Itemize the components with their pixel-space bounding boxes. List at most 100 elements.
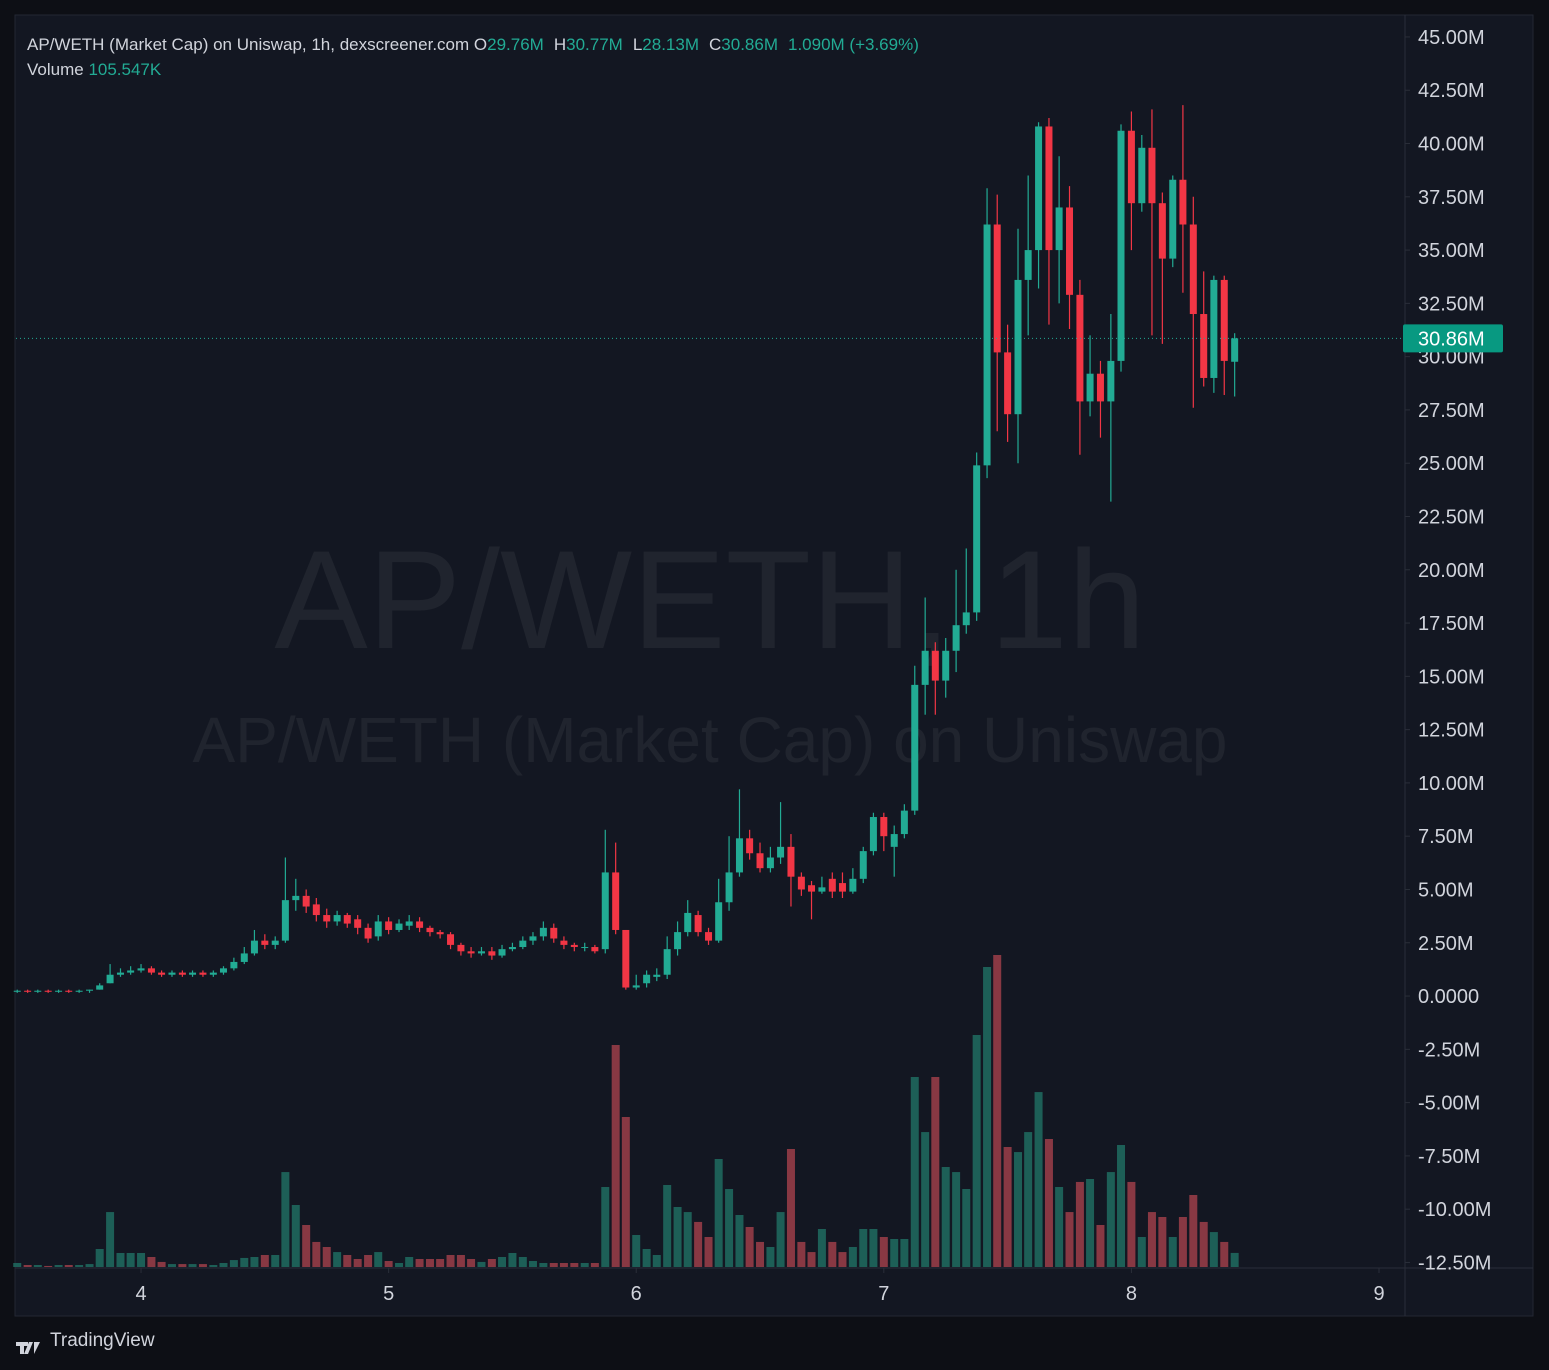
candle-body xyxy=(374,921,382,937)
watermark-symbol: AP/WETH, 1h xyxy=(274,521,1145,678)
candle-body xyxy=(189,972,197,975)
y-tick-label: 17.50M xyxy=(1418,613,1485,635)
footer-brand[interactable]: TradingView xyxy=(50,1330,155,1351)
volume-bar xyxy=(890,1239,899,1267)
candle-body xyxy=(828,878,836,892)
chart-panel xyxy=(14,14,1534,1317)
volume-bar xyxy=(559,1263,568,1267)
legend-header: AP/WETH (Market Cap) on Uniswap, 1h, dex… xyxy=(27,32,929,82)
volume-bar xyxy=(848,1247,857,1267)
candle-body xyxy=(663,949,671,975)
volume-bar xyxy=(766,1247,775,1267)
candle-body xyxy=(983,224,991,466)
volume-bar xyxy=(900,1239,909,1267)
candle-body xyxy=(13,990,21,992)
candle-body xyxy=(488,951,496,956)
volume-bar xyxy=(652,1255,661,1267)
candle-body xyxy=(1066,207,1074,295)
volume-label: Volume xyxy=(27,60,84,79)
y-tick-label: 35.00M xyxy=(1418,240,1485,262)
candle-body xyxy=(581,947,589,949)
volume-bar xyxy=(838,1252,847,1267)
candle-body xyxy=(890,834,898,847)
volume-bar xyxy=(776,1212,785,1267)
volume-bar xyxy=(972,1035,981,1267)
candle-body xyxy=(209,972,217,975)
volume-bar xyxy=(23,1265,32,1267)
change: 1.090M (+3.69%) xyxy=(787,35,919,54)
candle-body xyxy=(1045,126,1053,251)
volume-bar xyxy=(198,1264,207,1267)
candle-body xyxy=(900,810,908,835)
volume-value: 105.547K xyxy=(88,60,162,79)
candle-body xyxy=(869,817,877,852)
volume-bar xyxy=(817,1229,826,1267)
y-tick-label: -12.50M xyxy=(1418,1252,1491,1274)
volume-bar xyxy=(1137,1237,1146,1267)
volume-bar xyxy=(1220,1241,1229,1267)
volume-bar xyxy=(1178,1217,1187,1267)
volume-bar xyxy=(436,1259,445,1267)
volume-bar xyxy=(1106,1172,1115,1267)
volume-bar xyxy=(590,1263,599,1267)
candle-body xyxy=(1076,294,1084,402)
volume-bar xyxy=(714,1159,723,1267)
y-tick-label: -10.00M xyxy=(1418,1199,1491,1221)
candle-body xyxy=(931,650,939,681)
volume-bar xyxy=(126,1253,135,1267)
volume-bar xyxy=(694,1221,703,1267)
ohlc-key: H xyxy=(553,35,567,54)
candle-body xyxy=(127,970,135,973)
volume-bar xyxy=(333,1252,342,1267)
volume-bar xyxy=(910,1077,919,1267)
candle-body xyxy=(395,923,403,930)
volume-bar xyxy=(1034,1092,1043,1267)
candle-body xyxy=(1200,314,1208,378)
candle-body xyxy=(333,915,341,922)
volume-bar xyxy=(405,1257,414,1267)
volume-bar xyxy=(611,1045,620,1267)
candle-body xyxy=(684,912,692,933)
volume-bar xyxy=(632,1235,641,1267)
ohlc-value: 30.77M xyxy=(566,35,623,54)
candle-body xyxy=(1055,207,1063,251)
candle-body xyxy=(911,684,919,811)
candle-body xyxy=(426,927,434,933)
candle-body xyxy=(1096,373,1104,402)
candle-body xyxy=(705,932,713,941)
candle-body xyxy=(106,974,114,984)
candle-body xyxy=(1169,179,1177,259)
volume-bar xyxy=(487,1259,496,1267)
volume-bar xyxy=(343,1255,352,1267)
y-tick-label: 27.50M xyxy=(1418,400,1485,422)
volume-bar xyxy=(137,1253,146,1267)
candle-body xyxy=(632,985,640,988)
ohlc-value: 28.13M xyxy=(642,35,699,54)
candle-body xyxy=(715,902,723,941)
volume-bar xyxy=(498,1257,507,1267)
volume-bar xyxy=(1014,1152,1023,1267)
candle-body xyxy=(1035,126,1043,251)
volume-bar xyxy=(549,1263,558,1267)
volume-bar xyxy=(1230,1252,1239,1267)
y-tick-label: 7.50M xyxy=(1418,826,1474,848)
volume-bar xyxy=(95,1249,104,1267)
y-tick-label: -5.00M xyxy=(1418,1093,1480,1115)
candle-body xyxy=(261,940,269,945)
volume-bar xyxy=(291,1205,300,1267)
volume-bar xyxy=(921,1132,930,1267)
candle-body xyxy=(354,919,362,928)
candle-body xyxy=(364,927,372,939)
candle-body xyxy=(385,921,393,930)
candle-body xyxy=(1179,179,1187,225)
volume-bar xyxy=(116,1253,125,1267)
volume-bar xyxy=(539,1263,548,1267)
volume-bar xyxy=(1055,1187,1064,1267)
y-tick-label: 40.00M xyxy=(1418,134,1485,156)
volume-bar xyxy=(13,1263,22,1267)
x-tick-label: 7 xyxy=(878,1283,889,1305)
volume-bar xyxy=(229,1260,238,1267)
candle-body xyxy=(467,951,475,954)
candle-body xyxy=(137,968,145,971)
candle-body xyxy=(674,932,682,950)
